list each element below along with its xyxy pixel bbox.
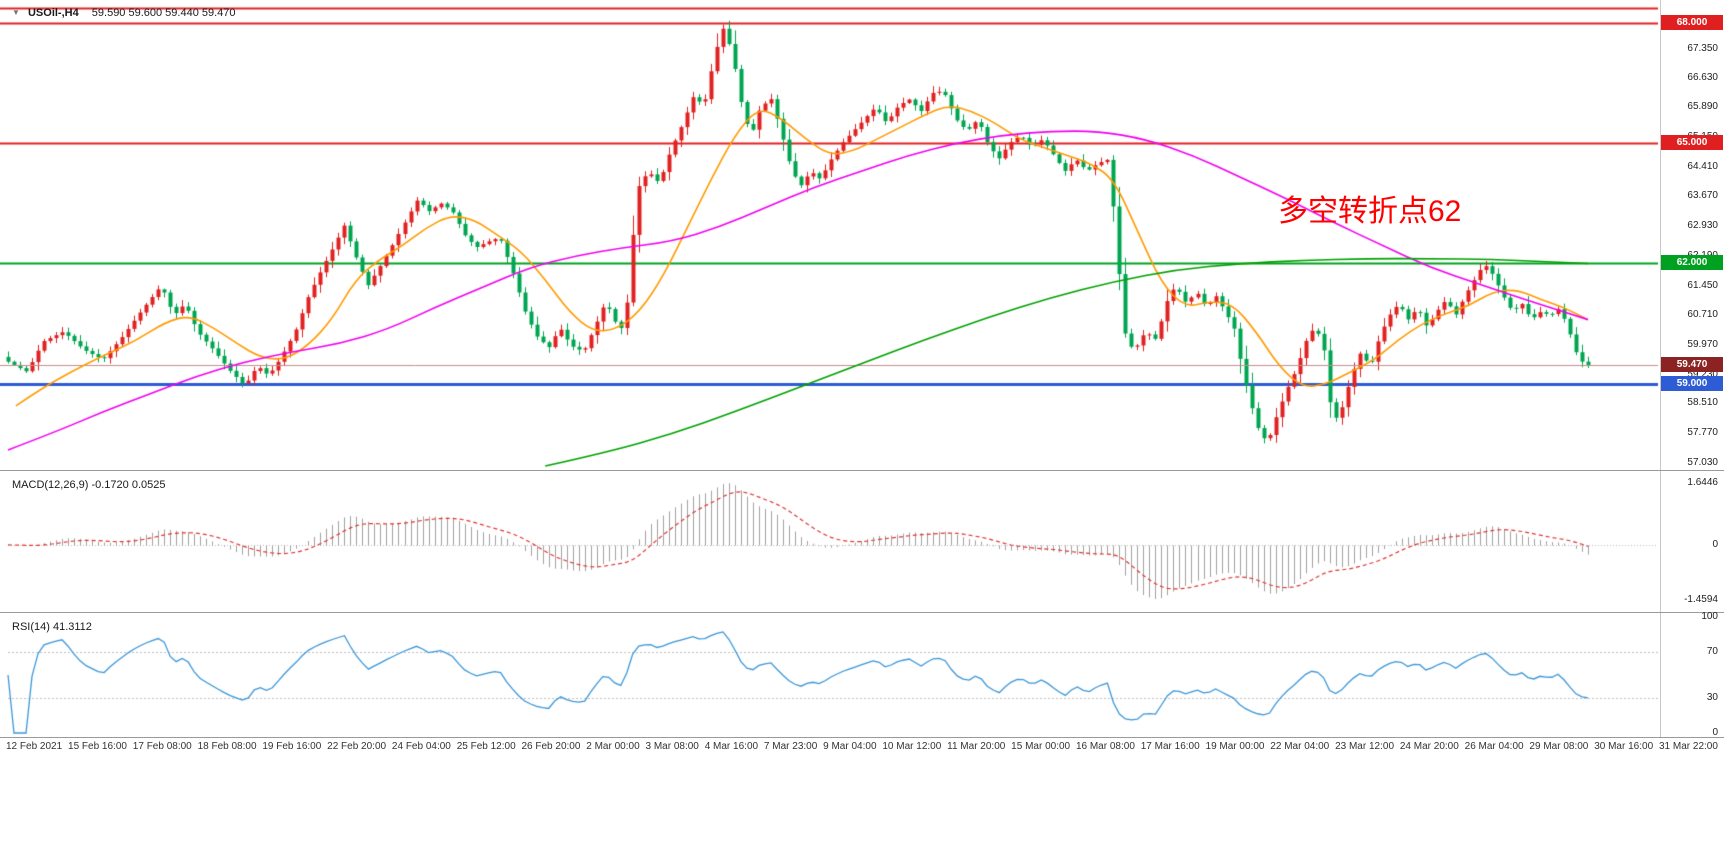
price-line-badge: 65.000 <box>1661 135 1723 151</box>
time-axis-label: 2 Mar 00:00 <box>586 741 640 752</box>
rsi-indicator-label: RSI(14) 41.3112 <box>12 621 92 633</box>
time-axis-label: 23 Mar 12:00 <box>1335 741 1395 752</box>
time-axis-label: 18 Feb 08:00 <box>197 741 257 752</box>
panel-separator <box>0 737 1724 738</box>
time-axis-label: 4 Mar 16:00 <box>704 741 759 752</box>
price-line-badge: 68.000 <box>1661 14 1723 30</box>
bid-price-badge: 59.470 <box>1661 356 1723 372</box>
time-axis-label: 16 Mar 08:00 <box>1075 741 1135 752</box>
price-axis-label: 57.030 <box>1687 456 1718 468</box>
time-axis-label: 17 Feb 08:00 <box>132 741 192 752</box>
time-axis-label: 29 Mar 08:00 <box>1529 741 1589 752</box>
symbol-timeframe-label: USOil-,H4 <box>27 7 79 19</box>
price-axis-label: 58.510 <box>1687 397 1718 409</box>
panel-separator[interactable] <box>0 470 1724 471</box>
time-axis-label: 17 Mar 16:00 <box>1140 741 1200 752</box>
time-axis-label: 9 Mar 04:00 <box>823 741 877 752</box>
macd-axis-label: 1.6446 <box>1687 477 1718 489</box>
rsi-axis-label: 30 <box>1706 692 1718 704</box>
price-axis-label: 59.230 <box>1687 368 1718 380</box>
time-axis-label: 12 Feb 2021 <box>6 741 63 752</box>
price-axis-label: 62.930 <box>1687 220 1718 232</box>
time-axis-label: 25 Feb 12:00 <box>456 741 516 752</box>
price-line-badge: 59.000 <box>1661 375 1723 391</box>
time-axis-label: 10 Mar 12:00 <box>882 741 942 752</box>
price-axis-label: 62.190 <box>1662 250 1718 261</box>
time-axis-label: 3 Mar 08:00 <box>645 741 699 752</box>
price-axis-label: 57.770 <box>1687 427 1718 439</box>
rsi-axis-label: 70 <box>1706 645 1718 657</box>
price-axis-label: 67.350 <box>1687 42 1718 54</box>
time-axis[interactable]: 12 Feb 2021 15 Feb 16:00 17 Feb 08:00 18 Fe… <box>6 741 1718 752</box>
time-axis-label: 15 Mar 00:00 <box>1011 741 1071 752</box>
price-axis-label: 60.710 <box>1687 309 1718 321</box>
time-axis-label: 24 Mar 20:00 <box>1399 741 1459 752</box>
macd-axis-label: 0 <box>1712 538 1718 550</box>
time-axis-label: 24 Feb 04:00 <box>391 741 451 752</box>
time-axis-label: 30 Mar 16:00 <box>1594 741 1654 752</box>
price-axis-label: 59.970 <box>1687 338 1718 350</box>
rsi-axis-label: 0 <box>1712 727 1718 738</box>
rsi-axis-label: 100 <box>1701 611 1718 622</box>
macd-axis-label: -1.4594 <box>1684 593 1718 605</box>
collapse-arrow-icon[interactable]: ▼ <box>12 8 20 17</box>
price-axis-label: 61.450 <box>1687 279 1718 291</box>
time-axis-label: 19 Mar 00:00 <box>1205 741 1265 752</box>
time-axis-label: 31 Mar 22:00 <box>1658 741 1718 752</box>
time-axis-label: 22 Feb 20:00 <box>327 741 387 752</box>
price-axis-label: 63.670 <box>1687 190 1718 202</box>
time-axis-label: 15 Feb 16:00 <box>68 741 127 752</box>
time-axis-label: 7 Mar 23:00 <box>763 741 818 752</box>
price-axis-label: 66.630 <box>1687 71 1718 83</box>
time-axis-label: 26 Feb 20:00 <box>521 741 581 752</box>
annotation-text[interactable]: 多空转折点62 <box>1278 195 1462 228</box>
ohlc-readout: 59.590 59.600 59.440 59.470 <box>91 7 236 19</box>
panel-separator[interactable] <box>0 612 1724 613</box>
time-axis-label: 22 Mar 04:00 <box>1270 741 1330 752</box>
price-axis-label: 65.890 <box>1687 101 1718 113</box>
time-axis-label: 26 Mar 04:00 <box>1464 741 1524 752</box>
price-axis-border <box>1660 0 1661 737</box>
time-axis-label: 11 Mar 20:00 <box>947 741 1006 752</box>
price-line-badge: 62.000 <box>1661 255 1723 271</box>
price-axis-label: 64.410 <box>1687 160 1718 172</box>
chart-header: ▼ USOil-,H4 59.590 59.600 59.440 59.470 <box>12 7 236 19</box>
macd-indicator-label: MACD(12,26,9) -0.1720 0.0525 <box>12 479 166 491</box>
time-axis-label: 19 Feb 16:00 <box>262 741 322 752</box>
